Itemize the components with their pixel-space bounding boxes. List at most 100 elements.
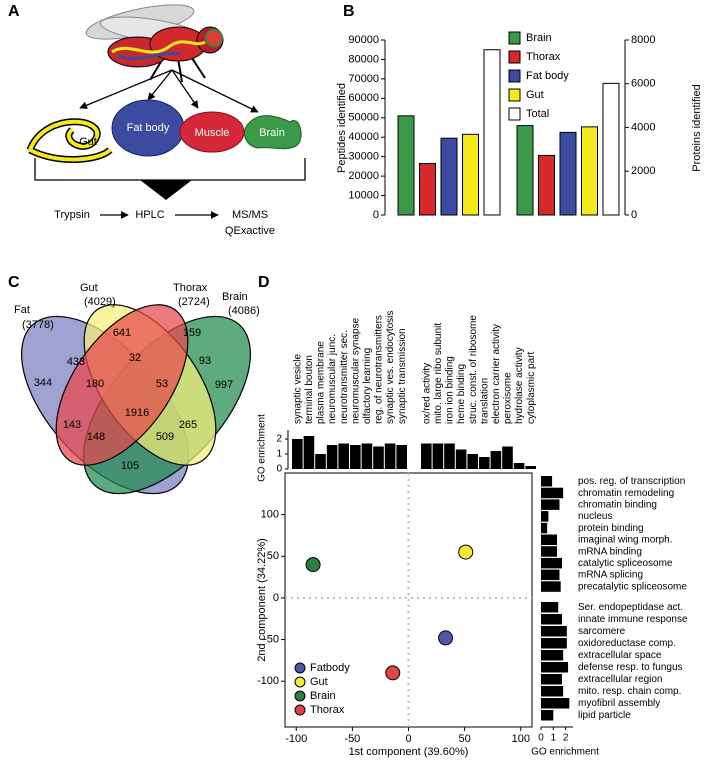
legend-marker [294, 704, 306, 716]
x-tick-label: 100 [512, 733, 530, 745]
category-label: extracellular space [578, 650, 662, 661]
region-count: 148 [87, 431, 105, 443]
category-label: defense resp. to fungus [578, 662, 683, 673]
bar [541, 476, 553, 487]
point [438, 630, 454, 646]
category-label: chromatin remodeling [578, 488, 674, 499]
point [458, 544, 474, 560]
region-count: 509 [156, 431, 174, 443]
category-label: extracellular region [578, 674, 663, 685]
category-label: oxidoreductase comp. [578, 638, 676, 649]
bar [541, 698, 570, 709]
x-tick-label: -50 [344, 733, 360, 745]
category-label: synaptic ves. endocytosis [385, 311, 396, 424]
bar [315, 454, 326, 469]
legend-swatch [508, 50, 521, 64]
bar [541, 710, 554, 721]
legend-label: Total [526, 108, 549, 120]
bar [541, 546, 557, 557]
category-label: neuromuscular junc. [327, 334, 338, 424]
y2-tick-label: 4000 [631, 121, 655, 133]
bar [541, 534, 557, 545]
category-label: ox/red activity [421, 363, 432, 424]
region-count: 32 [129, 352, 141, 364]
category-label: synaptic vesicle [292, 354, 303, 424]
organ-arrows [79, 69, 259, 113]
legend-label: Gut [526, 89, 544, 101]
legend-label: Thorax [310, 704, 345, 716]
instrument-label: QExactive [225, 225, 275, 237]
bar [479, 457, 490, 469]
bar [444, 443, 455, 469]
bar [397, 115, 415, 216]
venn-diagram [21, 304, 251, 495]
legend-label: Fat body [526, 70, 569, 82]
y2-tick-label: 6000 [631, 78, 655, 90]
bar [541, 626, 567, 637]
bar [541, 522, 548, 534]
bar [525, 466, 536, 469]
y-tick-label: 80000 [348, 53, 379, 65]
bar [559, 131, 577, 216]
legend-marker [294, 676, 306, 688]
y-tick-label: 50 [267, 550, 279, 562]
legend-swatch [508, 88, 521, 102]
region-count: 93 [199, 355, 211, 367]
panel-label: C [8, 274, 20, 291]
bar [541, 650, 564, 661]
organ-label: Muscle [195, 127, 230, 139]
x-tick-label: 0 [538, 733, 544, 744]
region-count: 159 [183, 327, 201, 339]
bar [384, 443, 396, 469]
y-axis-title: Peptides identified [336, 83, 348, 173]
category-label: neuromuscular synapse [350, 317, 361, 424]
point [305, 557, 321, 573]
y2-tick-label: 8000 [631, 34, 655, 46]
bar [361, 443, 373, 469]
category-label: cytoplasmic part [526, 352, 537, 424]
bar [541, 511, 549, 522]
y-tick-label: 30000 [348, 151, 379, 163]
category-label: pos. reg. of transcription [578, 476, 685, 487]
step-label: Trypsin [54, 209, 90, 221]
region-count: 433 [67, 356, 85, 368]
bar [541, 487, 564, 499]
y-tick-label: 50000 [348, 112, 379, 124]
organ-label: Fat body [127, 122, 170, 134]
bar [516, 125, 534, 216]
y-axis-title: GO enrichment [257, 414, 268, 482]
bar [538, 154, 555, 216]
x-tick-label: 0 [405, 733, 411, 745]
category-label: nucleus [578, 511, 612, 522]
category-label: precatalytic spliceosome [578, 581, 687, 592]
panel-label: B [343, 3, 355, 20]
x-axis-title: 1st component (39.60%) [349, 746, 469, 758]
bar [350, 445, 361, 469]
bar [541, 638, 567, 649]
bar [467, 454, 478, 469]
y-tick-label: 10000 [348, 189, 379, 201]
category-label: mito. large ribo subunit [433, 323, 444, 424]
bar [513, 463, 525, 469]
category-label: translation [479, 378, 490, 424]
category-label: imaginal wing morph. [578, 535, 673, 546]
bar [326, 445, 338, 469]
region-count: 53 [156, 378, 168, 390]
category-label: synaptic transmission [397, 328, 408, 424]
legend-label: Brain [526, 32, 552, 44]
bar [432, 443, 444, 469]
region-count: 105 [121, 460, 139, 472]
bar [541, 581, 561, 592]
panel-label: D [258, 274, 270, 291]
set-name: Gut [80, 282, 98, 294]
region-count: 997 [215, 379, 233, 391]
category-label: lipid particle [578, 710, 631, 721]
y-tick-label: 1 [276, 449, 282, 460]
y-tick-label: 40000 [348, 131, 379, 143]
bar [292, 439, 303, 469]
organ-label: Gut [79, 136, 97, 148]
bar [541, 557, 562, 569]
step-label: MS/MS [232, 209, 268, 221]
category-label: peroxisome [503, 372, 514, 424]
